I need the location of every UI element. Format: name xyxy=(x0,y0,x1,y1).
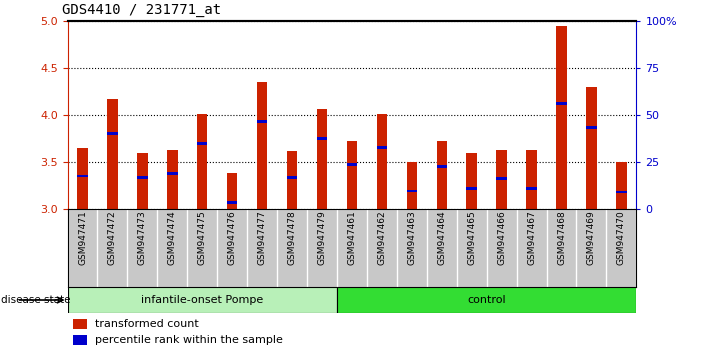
Bar xyxy=(586,126,597,129)
Bar xyxy=(377,147,387,149)
Bar xyxy=(407,162,417,209)
Bar xyxy=(556,26,567,209)
Bar xyxy=(586,87,597,209)
Bar xyxy=(197,114,208,209)
Text: GSM947469: GSM947469 xyxy=(587,210,596,265)
Text: GSM947463: GSM947463 xyxy=(407,210,417,265)
Text: disease state: disease state xyxy=(1,295,71,305)
Bar xyxy=(287,177,297,179)
Text: GSM947476: GSM947476 xyxy=(228,210,237,265)
Text: GSM947473: GSM947473 xyxy=(138,210,147,265)
Text: GSM947472: GSM947472 xyxy=(108,210,117,265)
Bar xyxy=(137,177,148,179)
Text: GSM947462: GSM947462 xyxy=(378,210,386,265)
Text: GSM947475: GSM947475 xyxy=(198,210,207,265)
Text: GSM947465: GSM947465 xyxy=(467,210,476,265)
Bar xyxy=(437,141,447,209)
Bar xyxy=(167,172,178,175)
Bar xyxy=(347,163,357,166)
Bar xyxy=(317,109,327,209)
Text: GSM947471: GSM947471 xyxy=(78,210,87,265)
Text: infantile-onset Pompe: infantile-onset Pompe xyxy=(141,295,263,305)
Bar xyxy=(257,82,267,209)
Text: GSM947479: GSM947479 xyxy=(318,210,326,265)
Bar xyxy=(73,335,87,345)
Bar xyxy=(167,150,178,209)
Text: GSM947477: GSM947477 xyxy=(257,210,267,265)
Bar xyxy=(496,150,507,209)
FancyBboxPatch shape xyxy=(68,287,337,313)
Text: control: control xyxy=(467,295,506,305)
Text: GSM947467: GSM947467 xyxy=(527,210,536,265)
Text: transformed count: transformed count xyxy=(95,319,199,329)
Text: GSM947466: GSM947466 xyxy=(497,210,506,265)
Bar xyxy=(227,173,237,209)
Bar xyxy=(466,153,477,209)
Text: GSM947468: GSM947468 xyxy=(557,210,566,265)
Text: GSM947474: GSM947474 xyxy=(168,210,177,265)
Bar xyxy=(407,190,417,193)
Bar xyxy=(466,187,477,190)
Bar xyxy=(77,148,87,209)
Bar xyxy=(137,153,148,209)
Bar xyxy=(257,120,267,123)
Bar xyxy=(437,165,447,168)
Bar xyxy=(616,190,626,193)
Text: GSM947464: GSM947464 xyxy=(437,210,447,265)
Bar xyxy=(526,187,537,190)
Bar xyxy=(287,151,297,209)
Bar xyxy=(526,150,537,209)
Bar xyxy=(347,141,357,209)
Bar xyxy=(317,137,327,140)
Bar xyxy=(227,201,237,204)
Text: percentile rank within the sample: percentile rank within the sample xyxy=(95,335,283,345)
Text: GSM947461: GSM947461 xyxy=(348,210,356,265)
Bar xyxy=(556,102,567,105)
Text: GDS4410 / 231771_at: GDS4410 / 231771_at xyxy=(62,4,221,17)
Bar xyxy=(377,114,387,209)
FancyBboxPatch shape xyxy=(337,287,636,313)
Text: GSM947478: GSM947478 xyxy=(287,210,296,265)
Bar xyxy=(77,175,87,177)
Bar xyxy=(107,99,118,209)
Text: GSM947470: GSM947470 xyxy=(617,210,626,265)
Bar xyxy=(197,142,208,144)
Bar xyxy=(616,162,626,209)
Bar xyxy=(107,132,118,135)
Bar xyxy=(73,319,87,329)
Bar xyxy=(496,177,507,180)
